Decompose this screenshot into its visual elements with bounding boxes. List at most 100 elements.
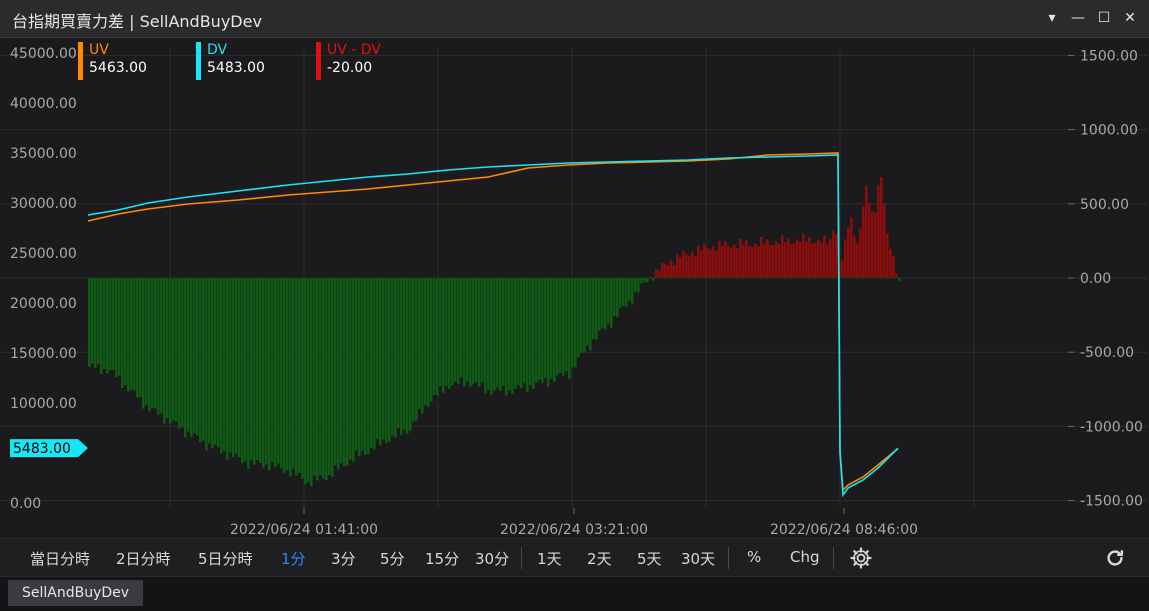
interval-2day[interactable]: 2天 [587, 550, 612, 568]
diff-bar [649, 276, 652, 278]
diff-bar [127, 278, 130, 392]
chart-area[interactable]: 5483.00 0.00 10000.00 15000.00 20000.00 2500… [0, 38, 1149, 538]
diff-bar [310, 278, 313, 487]
diff-bar [808, 237, 811, 278]
diff-bar [397, 278, 400, 428]
diff-bar [610, 278, 613, 329]
diff-bar [340, 278, 343, 464]
diff-bar [154, 278, 157, 409]
diff-bar [244, 278, 247, 462]
diff-bar [850, 217, 853, 278]
right-tick-label: 0.00 [1080, 271, 1111, 287]
gear-icon[interactable] [849, 546, 873, 574]
interval-15min[interactable]: 15分 [425, 550, 460, 568]
interval-today[interactable]: 當日分時 [30, 550, 91, 568]
diff-bar [799, 241, 802, 278]
diff-bar [421, 278, 424, 414]
diff-bar [151, 278, 154, 409]
diff-bar [676, 254, 679, 278]
diff-bar [238, 278, 241, 458]
diff-bar [556, 278, 559, 376]
diff-bar [820, 242, 823, 278]
right-tick-label: 500.00 [1080, 197, 1129, 213]
diff-bar [847, 227, 850, 278]
diff-bar [373, 278, 376, 450]
price-tag-label: 5483.00 [13, 441, 71, 457]
interval-30day[interactable]: 30天 [681, 550, 716, 568]
diff-bar [886, 234, 889, 278]
diff-bar [331, 278, 334, 477]
menu-dropdown-icon[interactable]: ▾ [1048, 10, 1056, 26]
diff-bar [859, 228, 862, 278]
diff-bar [496, 278, 499, 388]
left-tick-label: 20000.00 [10, 296, 77, 312]
diff-bar [604, 278, 607, 330]
diff-bar [280, 278, 283, 469]
left-axis: 0.00 10000.00 15000.00 20000.00 25000.00 3000… [10, 46, 77, 512]
interval-2day-intraday[interactable]: 2日分時 [116, 550, 171, 568]
diff-bar [448, 278, 451, 390]
diff-bar [265, 278, 268, 465]
interval-5min[interactable]: 5分 [380, 550, 405, 568]
diff-bar [754, 243, 757, 278]
maximize-icon[interactable]: ☐ [1097, 10, 1111, 26]
diff-bar [223, 278, 226, 452]
window-title: 台指期買賣力差 | SellAndBuyDev [12, 12, 262, 31]
chart-svg[interactable]: 5483.00 0.00 10000.00 15000.00 20000.00 2500… [0, 38, 1149, 538]
diff-bar [892, 256, 895, 278]
diff-bar [685, 253, 688, 278]
diff-bar [454, 278, 457, 382]
minimize-icon[interactable]: — [1071, 10, 1085, 26]
interval-5day[interactable]: 5天 [637, 550, 662, 568]
x-axis: 2022/06/24 01:41:00 2022/06/24 03:21:00 20… [230, 508, 918, 538]
interval-30min[interactable]: 30分 [475, 550, 510, 568]
diff-bar [472, 278, 475, 385]
diff-bars [88, 177, 903, 487]
diff-bar [190, 278, 193, 437]
diff-bar [274, 278, 277, 468]
toolbar-divider [521, 547, 522, 569]
diff-bar [658, 270, 661, 278]
interval-1min[interactable]: 1分 [281, 550, 306, 568]
tab-sellandbuydev[interactable]: SellAndBuyDev [8, 580, 144, 606]
diff-bar [181, 278, 184, 428]
diff-bar [184, 278, 187, 438]
diff-bar [607, 278, 610, 324]
right-tick-label: -1500.00 [1080, 494, 1143, 510]
diff-bar [133, 278, 136, 391]
interval-5day-intraday[interactable]: 5日分時 [198, 550, 253, 568]
diff-bar [577, 278, 580, 358]
diff-bar [193, 278, 196, 434]
left-tick-label: 45000.00 [10, 46, 77, 62]
diff-bar [505, 278, 508, 396]
diff-bar [823, 235, 826, 278]
diff-bar [169, 278, 172, 424]
diff-bar [355, 278, 358, 451]
diff-bar [793, 243, 796, 278]
interval-3min[interactable]: 3分 [331, 550, 356, 568]
legend-uv: UV 5463.00 [78, 42, 147, 80]
diff-bar [121, 278, 124, 389]
chg-button[interactable]: Chg [790, 548, 820, 566]
diff-bar [721, 245, 724, 278]
diff-bar [874, 212, 877, 278]
close-icon[interactable]: ✕ [1124, 10, 1136, 26]
diff-bar [829, 239, 832, 278]
refresh-icon[interactable] [1104, 547, 1126, 573]
diff-bar [835, 234, 838, 278]
diff-bar [583, 278, 586, 353]
diff-bar [865, 185, 868, 278]
x-tick-label: 2022/06/24 01:41:00 [230, 522, 378, 538]
diff-bar [568, 278, 571, 380]
diff-bar [322, 278, 325, 479]
diff-bar [436, 278, 439, 396]
diff-bar [706, 247, 709, 278]
diff-bar [727, 245, 730, 278]
diff-bar [349, 278, 352, 460]
diff-bar [553, 278, 556, 382]
diff-bar [748, 245, 751, 278]
percent-button[interactable]: % [747, 548, 762, 566]
right-tick-label: -500.00 [1080, 345, 1134, 361]
interval-toolbar: 當日分時 2日分時 5日分時 1分 3分 5分 15分 30分 1天 2天 5天… [0, 538, 1149, 576]
interval-1day[interactable]: 1天 [537, 550, 562, 568]
